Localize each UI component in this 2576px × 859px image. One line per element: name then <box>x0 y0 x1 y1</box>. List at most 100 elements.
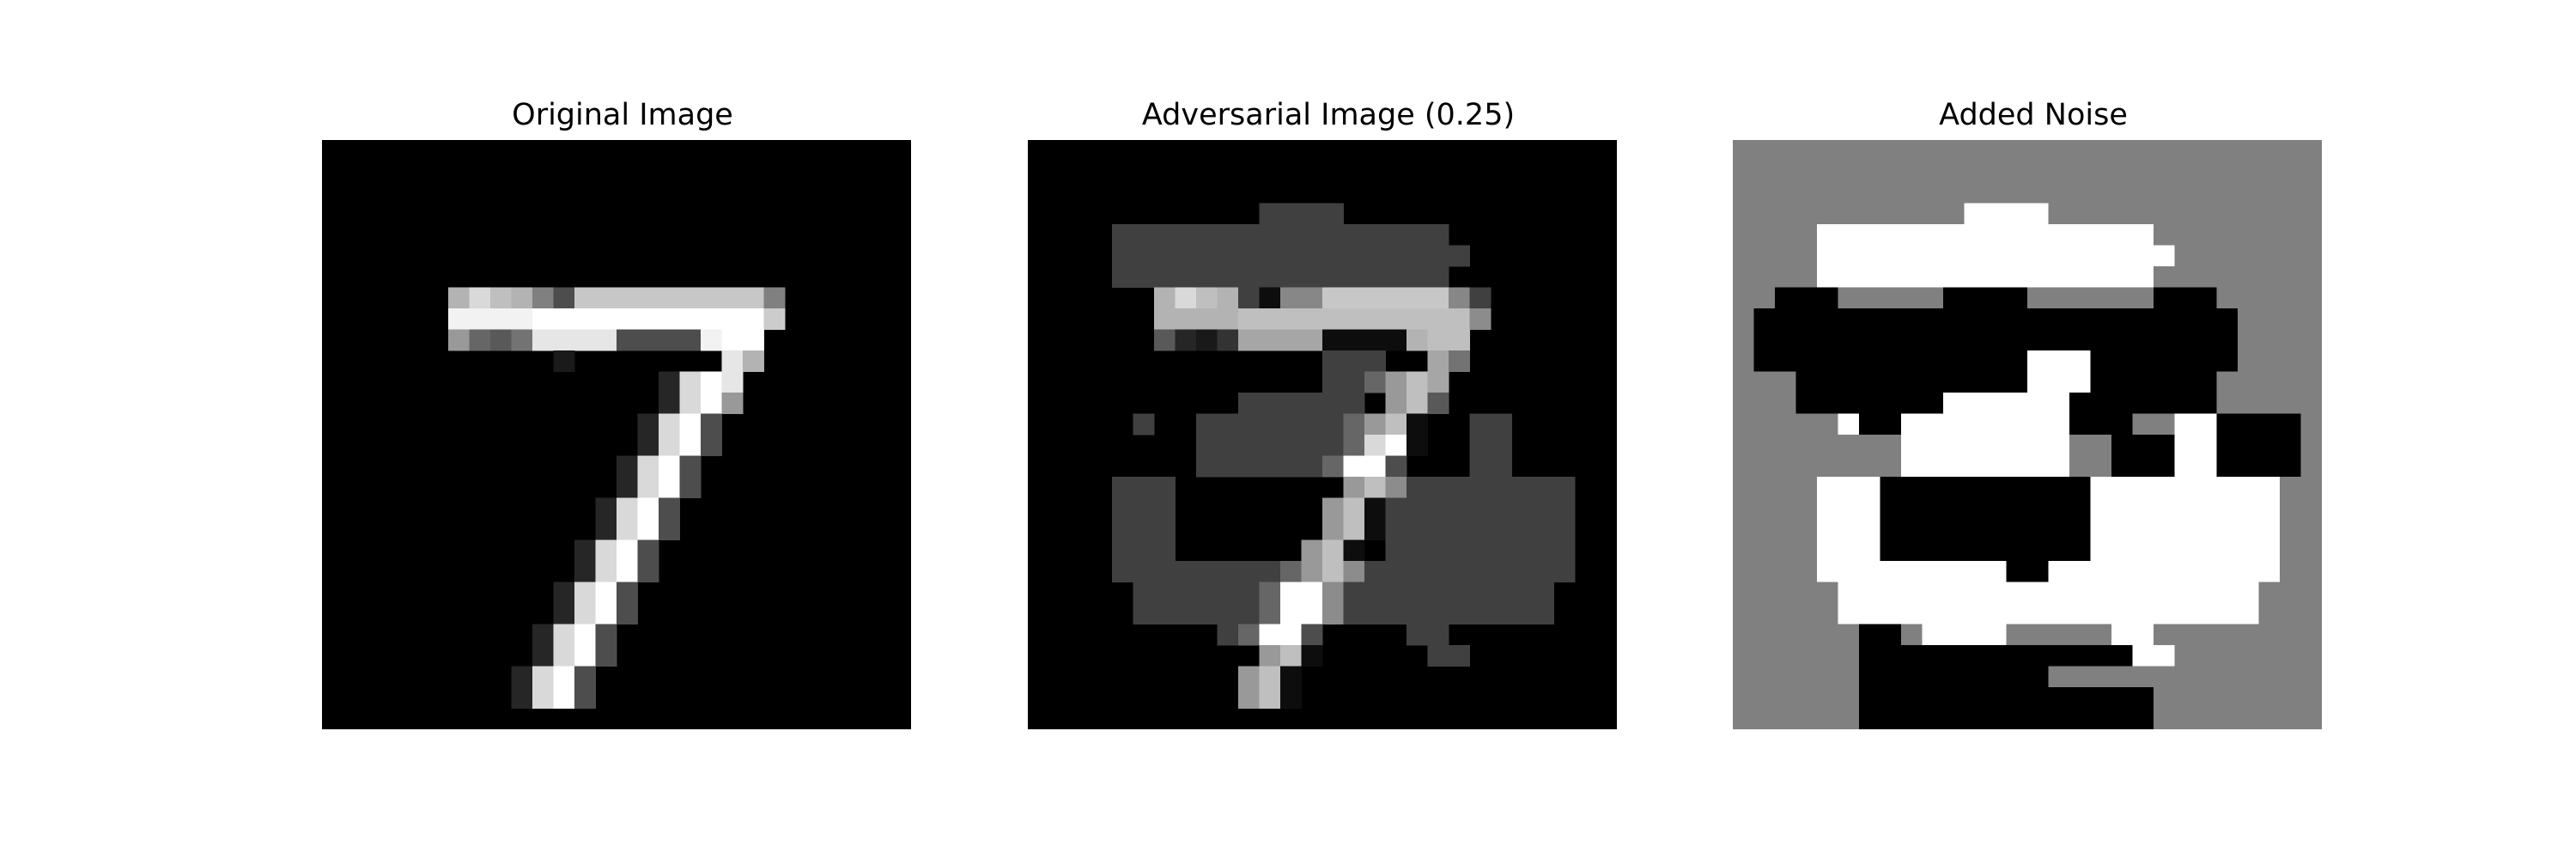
pixel <box>1280 435 1302 456</box>
pixel <box>1322 393 1344 414</box>
pixel <box>2174 477 2196 498</box>
pixel <box>1259 645 1281 667</box>
pixel <box>2111 224 2133 246</box>
pixel <box>1469 561 1492 582</box>
pixel <box>1817 687 1838 709</box>
pixel <box>2027 140 2049 161</box>
pixel <box>2069 519 2091 540</box>
pixel <box>1406 435 1428 456</box>
pixel <box>1175 287 1197 309</box>
pixel <box>1859 519 1880 540</box>
pixel <box>1985 519 2007 540</box>
pixel <box>1733 140 1754 161</box>
pixel <box>1449 582 1470 604</box>
pixel <box>1322 413 1344 436</box>
pixel <box>1795 224 1818 246</box>
pixel <box>2132 561 2154 582</box>
pixel <box>1880 329 1902 351</box>
pixel <box>1943 477 1965 498</box>
pixel <box>1301 203 1323 225</box>
pixel <box>1795 266 1818 288</box>
pixel <box>1964 266 1986 288</box>
pixel <box>1753 687 1776 709</box>
pixel <box>2111 182 2133 204</box>
pixel <box>1817 308 1838 330</box>
pixel <box>2048 140 2070 161</box>
pixel <box>1943 435 1965 456</box>
pixel <box>1449 329 1470 351</box>
pixel <box>2280 287 2301 309</box>
pixel <box>2154 413 2175 436</box>
pixel <box>2174 624 2196 646</box>
pixel <box>2174 287 2196 309</box>
pixel <box>1753 708 1776 729</box>
pixel <box>2006 140 2028 161</box>
pixel <box>1817 603 1838 624</box>
pixel <box>2027 350 2049 372</box>
pixel <box>1985 455 2007 478</box>
pixel <box>2258 393 2281 414</box>
pixel <box>1238 287 1260 309</box>
pixel <box>1753 455 1776 478</box>
pixel <box>2300 203 2322 225</box>
pixel <box>1301 582 1323 604</box>
pixel <box>1838 708 1860 729</box>
pixel <box>2027 666 2049 688</box>
pixel <box>1217 624 1239 646</box>
pixel <box>2006 645 2028 667</box>
pixel <box>1733 624 1754 646</box>
pixel <box>2048 308 2070 330</box>
pixel <box>1343 435 1365 456</box>
pixel <box>1733 708 1754 729</box>
pixel <box>1880 519 1902 540</box>
pixel <box>2090 435 2112 456</box>
pixel <box>2111 666 2133 688</box>
pixel <box>1922 687 1944 709</box>
pixel <box>2216 371 2239 393</box>
pixel <box>2069 582 2091 604</box>
pixel <box>1985 413 2007 436</box>
pixel <box>1733 224 1754 246</box>
pixel <box>721 350 744 372</box>
pixel <box>2006 329 2028 351</box>
pixel <box>2154 393 2175 414</box>
pixel <box>2090 561 2112 582</box>
pixel <box>2258 161 2281 183</box>
pixel <box>2069 666 2091 688</box>
pixel <box>1817 266 1838 288</box>
pixel <box>1985 287 2007 309</box>
pixel <box>1817 455 1838 478</box>
pixel <box>1985 497 2007 520</box>
pixel <box>1985 182 2007 204</box>
pixel <box>1133 224 1155 246</box>
pixel <box>2196 224 2217 246</box>
pixel <box>1943 182 1965 204</box>
pixel <box>659 287 680 309</box>
pixel <box>1491 497 1512 520</box>
pixel <box>1238 561 1260 582</box>
pixel <box>1280 455 1302 478</box>
pixel <box>2090 582 2112 604</box>
pixel <box>469 308 491 330</box>
pixel <box>2216 687 2239 709</box>
pixel <box>2300 245 2322 267</box>
pixel <box>2196 687 2217 709</box>
pixel <box>1733 435 1754 456</box>
pixel <box>2111 603 2133 624</box>
pixel <box>1322 561 1344 582</box>
pixel <box>2196 624 2217 646</box>
pixel <box>1901 497 1923 520</box>
pixel <box>1964 708 1986 729</box>
pixel <box>1775 624 1796 646</box>
pixel <box>1385 561 1407 582</box>
pixel <box>2132 519 2154 540</box>
pixel <box>1259 687 1281 709</box>
pixel <box>1280 393 1302 414</box>
pixel <box>679 477 702 498</box>
pixel <box>490 329 512 351</box>
pixel <box>1196 266 1218 288</box>
pixel <box>1733 371 1754 393</box>
pixel <box>2300 539 2322 562</box>
original-image-panel: Original Image <box>322 0 923 859</box>
pixel <box>1449 539 1470 562</box>
